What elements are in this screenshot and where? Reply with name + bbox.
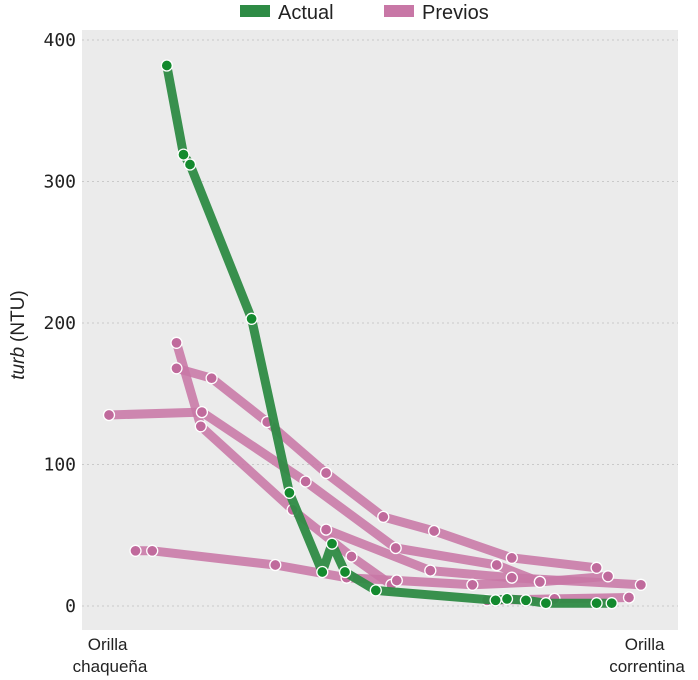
series-previos-point-2-5 (377, 510, 390, 524)
series-actual (160, 59, 618, 610)
y-tick-label-200: 200 (43, 313, 76, 334)
legend-swatch-previos (384, 5, 414, 17)
series-actual-point-1-8 (338, 565, 352, 579)
series-actual-point-1-7 (325, 537, 339, 550)
series-previos-point-4-1 (129, 544, 142, 557)
y-tick-labels: 0 100 200 300 400 (43, 30, 76, 617)
series-previos-point-1-4 (389, 541, 402, 555)
series-previos-point-3-4 (345, 550, 358, 563)
series-previos-line-1 (104, 407, 545, 587)
y-axis-title: turb (NTU) (8, 290, 29, 379)
x-label-right: Orilla correntina (609, 635, 685, 676)
series-previos-point-4-7 (533, 575, 547, 589)
series-layer (102, 59, 648, 610)
legend-swatch-actual (240, 5, 270, 17)
x-label-right-line2: correntina (609, 657, 685, 676)
series-previos-point-3-2 (194, 420, 207, 433)
series-previos-point-1-2 (195, 405, 209, 419)
series-actual-point-1-2 (177, 148, 190, 161)
series-actual-point-1-5 (283, 486, 296, 499)
series-previos (102, 336, 648, 607)
y-axis-title-unit: (NTU) (8, 290, 29, 342)
series-previos-point-2-6 (427, 524, 441, 538)
series-actual-point-1-11 (500, 592, 514, 606)
x-label-right-line1: Orilla (625, 635, 665, 654)
series-previos-point-3-1 (170, 336, 183, 349)
series-previos-point-6-2 (424, 564, 437, 577)
series-actual-point-1-10 (489, 594, 502, 607)
series-previos-line-2 (172, 363, 602, 573)
series-previos-point-4-2 (146, 544, 159, 557)
series-actual-point-1-9 (369, 584, 382, 597)
y-tick-label-300: 300 (43, 172, 76, 193)
legend: Actual Previos (240, 2, 489, 24)
legend-label-previos: Previos (422, 2, 489, 24)
x-label-left: Orilla chaqueña (73, 635, 148, 676)
series-actual-point-1-3 (183, 158, 197, 171)
series-previos-point-2-7 (505, 551, 518, 565)
y-axis-title-variable: turb (8, 347, 29, 380)
series-actual-point-1-6 (316, 565, 329, 579)
series-previos-point-6-4 (634, 578, 648, 591)
series-previos-point-6-3 (505, 571, 518, 584)
series-actual-point-1-12 (519, 594, 533, 607)
y-tick-label-0: 0 (65, 596, 76, 617)
series-previos-point-2-2 (205, 372, 218, 385)
y-tick-label-400: 400 (43, 30, 76, 51)
series-previos-point-6-1 (319, 523, 333, 536)
series-previos-point-4-3 (269, 558, 282, 572)
series-previos-point-2-4 (319, 466, 333, 480)
series-previos-point-4-8 (601, 570, 615, 583)
series-actual-point-1-14 (590, 597, 603, 610)
x-label-left-line2: chaqueña (73, 657, 148, 676)
legend-label-actual: Actual (278, 2, 334, 24)
series-actual-point-1-15 (605, 597, 618, 610)
series-previos-point-2-1 (170, 362, 183, 375)
series-previos-point-1-3 (299, 475, 312, 488)
y-tick-label-100: 100 (43, 455, 76, 476)
series-previos-line-6 (321, 525, 646, 590)
series-actual-point-1-13 (539, 597, 553, 610)
series-previos-point-4-6 (466, 578, 479, 591)
series-actual-point-1-4 (245, 312, 258, 325)
series-previos-point-5-3 (622, 591, 636, 604)
series-previos-point-1-5 (490, 558, 503, 572)
series-previos-point-4-5 (390, 574, 403, 587)
x-label-left-line1: Orilla (88, 635, 128, 654)
series-previos-point-1-1 (102, 408, 116, 422)
series-actual-point-1-1 (160, 59, 173, 72)
series-previos-point-2-8 (590, 561, 603, 574)
